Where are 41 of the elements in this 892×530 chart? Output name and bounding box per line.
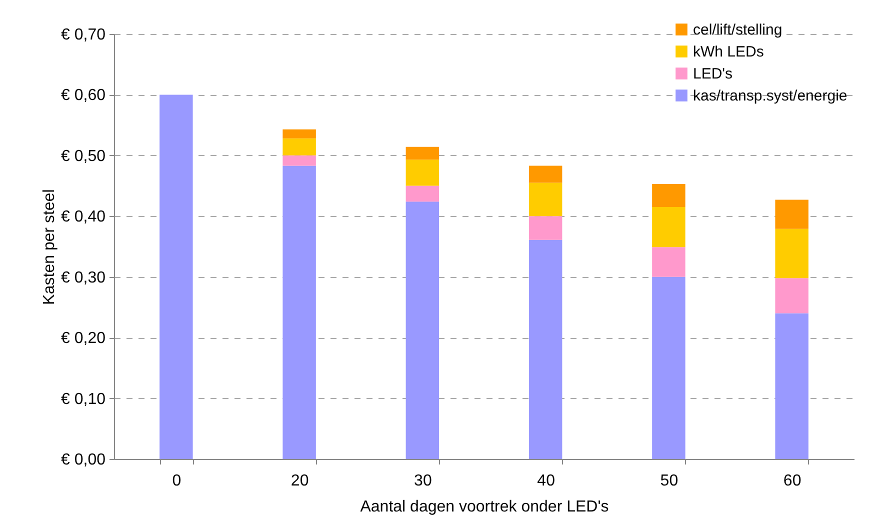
bar [406,146,440,160]
y-tick-label: € 0,00 [61,452,106,468]
legend-label: cel/lift/stelling [693,22,782,38]
y-tick-label: € 0,40 [61,208,106,226]
bar [652,247,686,277]
bar [406,186,440,202]
bar [406,160,440,186]
bar [775,313,808,459]
bar [775,200,808,229]
bar [160,94,193,459]
bar [528,216,562,240]
x-tick-label: 40 [537,472,556,490]
y-tick-label: € 0,60 [61,87,106,104]
x-axis-title: Aantal dagen voortrek onder LED's [360,498,609,516]
bar [775,228,808,278]
legend-label: kWh LEDs [693,44,764,60]
x-tick-label: 50 [660,472,678,490]
bar [652,207,686,248]
legend-label: LED's [693,66,733,82]
bar [282,129,316,138]
y-tick-label: € 0,70 [61,26,106,44]
bar [528,166,562,183]
y-axis-title: Kasten per steel [41,189,58,305]
bar [652,276,686,459]
x-tick-label: 0 [172,472,182,490]
bar [282,155,316,166]
bar [528,182,562,216]
x-tick-label: 30 [414,472,432,490]
y-tick-label: € 0,30 [61,269,106,286]
y-tick-label: € 0,10 [61,390,106,408]
bar [528,240,562,459]
y-tick-label: € 0,50 [61,148,106,165]
bar [775,278,808,314]
bar [282,138,316,156]
x-tick-label: 60 [783,472,802,490]
bar [282,166,316,459]
legend-label: kas/transp.syst/energie [693,88,848,104]
bar [406,202,440,459]
x-tick-label: 20 [290,472,309,490]
y-tick-label: € 0,20 [61,330,106,348]
bar [652,184,686,208]
